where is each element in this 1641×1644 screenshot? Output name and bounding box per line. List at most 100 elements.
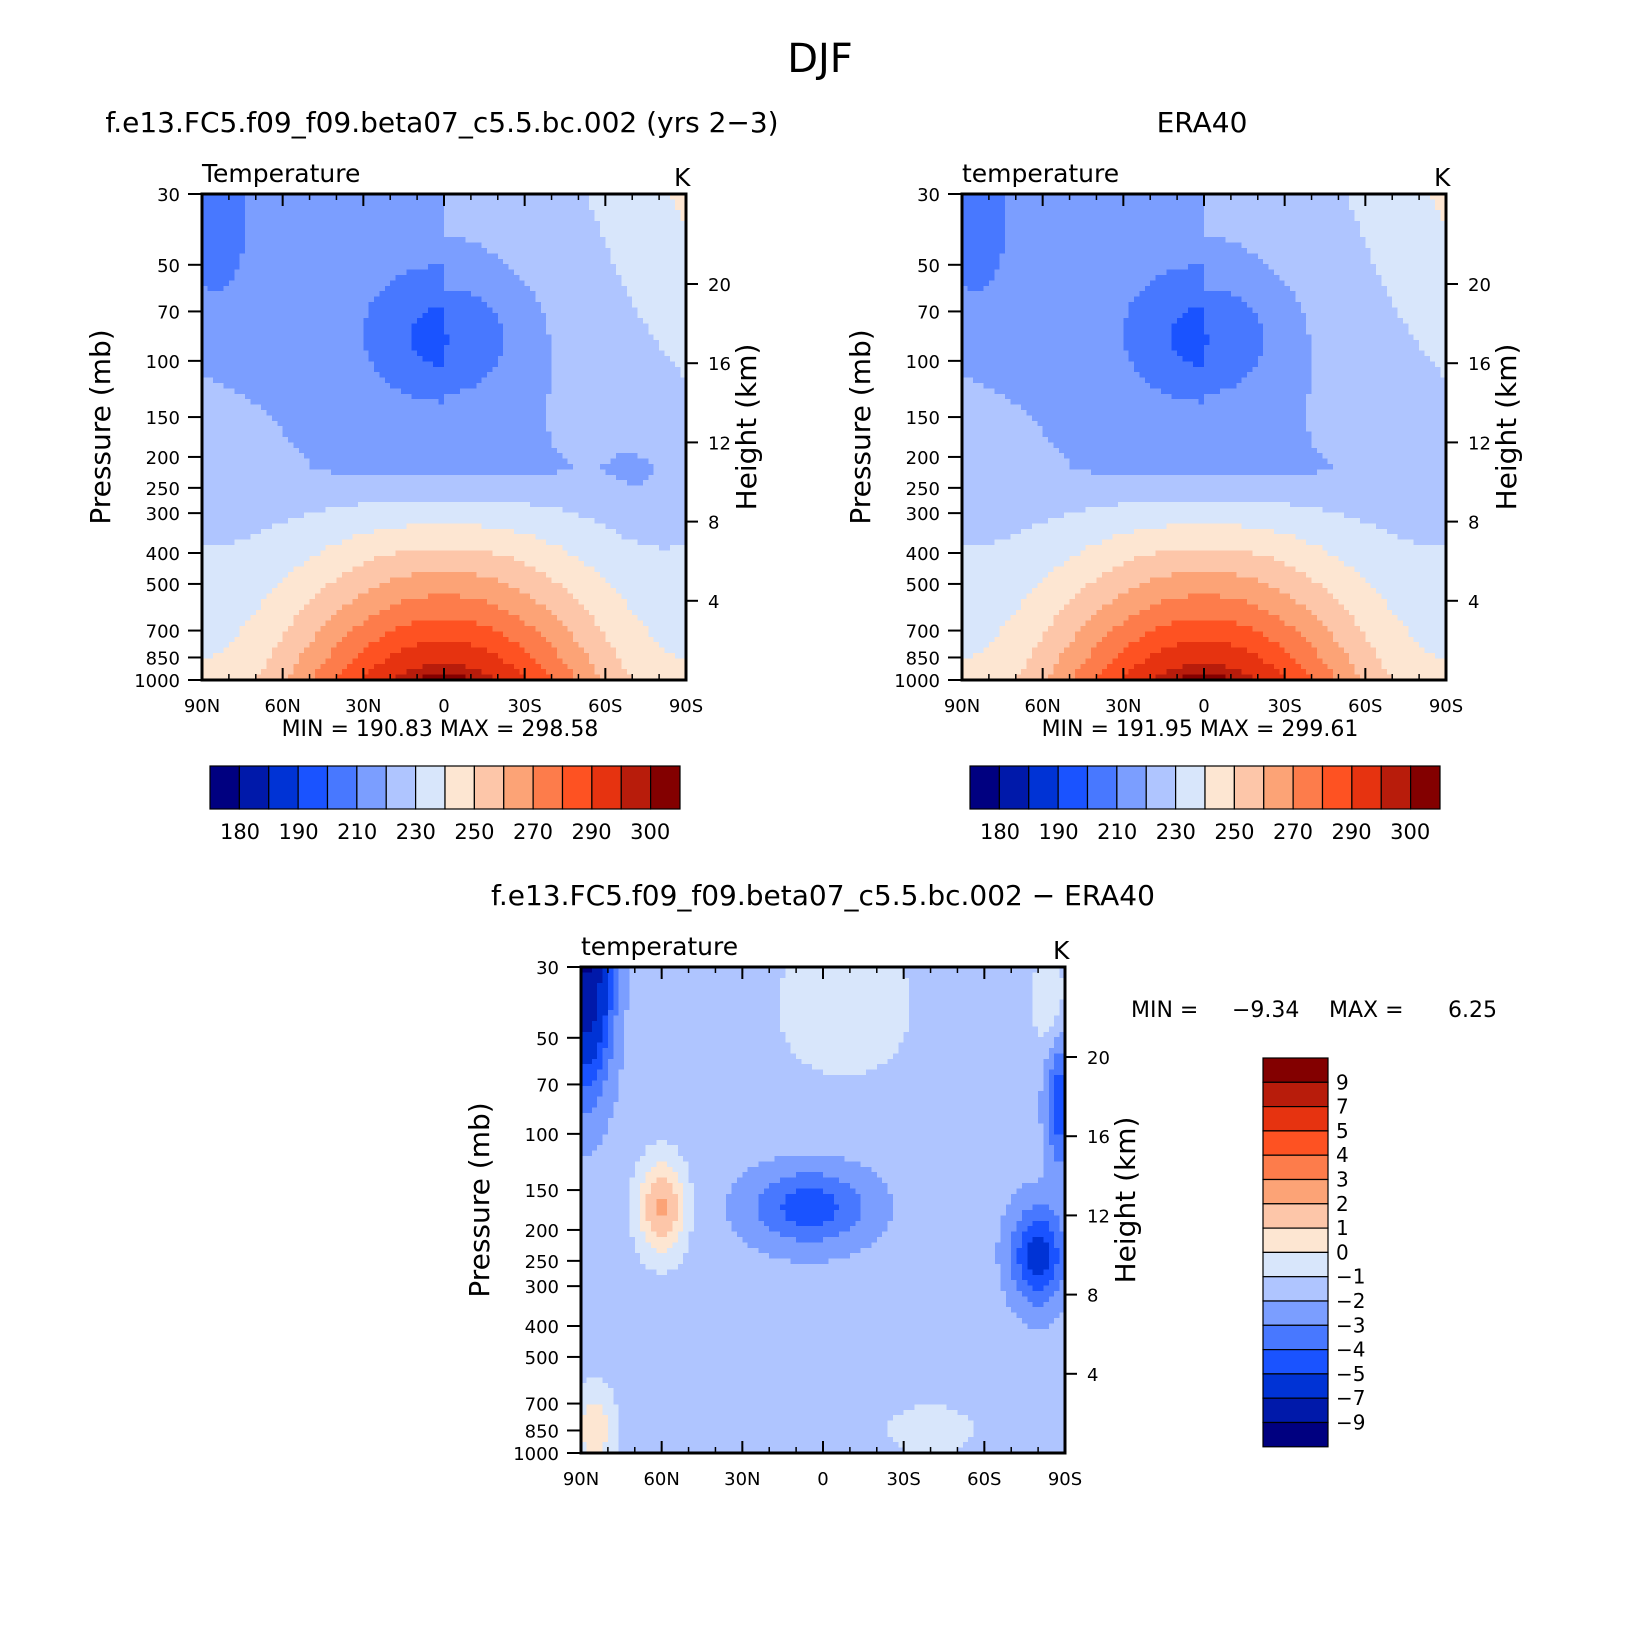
field-cell [352, 285, 359, 292]
field-cell [314, 431, 321, 438]
field-cell [228, 464, 235, 470]
field-cell [562, 264, 569, 271]
field-cell [347, 339, 354, 346]
field-cell [605, 280, 612, 287]
field-cell [411, 410, 418, 416]
field-cell [427, 388, 434, 395]
field-cell [374, 491, 381, 497]
field-cell [626, 296, 633, 303]
field-cell [207, 285, 214, 292]
field-cell [675, 204, 682, 211]
field-cell [669, 388, 676, 395]
field-cell [589, 356, 596, 362]
field-cell [390, 437, 397, 443]
field-cell [648, 366, 655, 373]
field-cell [438, 491, 445, 497]
field-cell [309, 350, 316, 357]
field-cell [212, 464, 219, 470]
field-cell [277, 420, 284, 427]
field-cell [427, 350, 434, 357]
field-cell [637, 285, 644, 292]
field-cell [556, 485, 563, 492]
field-cell [277, 248, 284, 254]
field-cell [642, 258, 649, 265]
field-cell [314, 383, 321, 389]
field-cell [433, 318, 440, 325]
field-cell [234, 323, 241, 330]
field-cell [271, 210, 278, 217]
field-cell [427, 415, 434, 422]
field-cell [202, 388, 208, 395]
field-cell [255, 339, 262, 346]
field-cell [524, 388, 531, 395]
field-cell [680, 426, 687, 433]
field-cell [583, 480, 590, 487]
field-cell [632, 469, 639, 476]
field-cell [357, 442, 364, 449]
field-cell [255, 361, 262, 368]
field-cell [562, 302, 569, 308]
field-cell [352, 237, 359, 244]
field-cell [390, 210, 397, 217]
field-cell [352, 404, 359, 411]
field-cell [207, 237, 214, 244]
field-cell [648, 464, 655, 470]
field-cell [589, 199, 596, 206]
field-cell [594, 199, 601, 206]
field-cell [374, 221, 381, 227]
field-cell [599, 329, 606, 335]
field-cell [406, 437, 413, 443]
field-cell [277, 318, 284, 325]
field-cell [637, 231, 644, 238]
field-cell [202, 285, 208, 292]
field-cell [379, 485, 386, 492]
field-cell [411, 453, 418, 460]
field-cell [341, 334, 348, 341]
field-cell [406, 426, 413, 433]
field-cell [390, 307, 397, 314]
field-cell [202, 464, 208, 470]
field-cell [266, 329, 273, 335]
field-cell [363, 312, 370, 319]
field-cell [374, 356, 381, 362]
field-cell [556, 329, 563, 335]
field-cell [239, 248, 246, 254]
field-cell [261, 226, 268, 233]
field-cell [368, 453, 375, 460]
field-cell [567, 453, 574, 460]
field-cell [427, 329, 434, 335]
field-cell [562, 453, 569, 460]
field-cell [476, 269, 483, 276]
field-cell [218, 226, 225, 233]
field-cell [503, 339, 510, 346]
field-cell [255, 231, 262, 238]
field-cell [470, 453, 477, 460]
field-cell [637, 323, 644, 330]
field-cell [589, 215, 596, 222]
field-cell [454, 242, 461, 249]
field-cell [379, 231, 386, 238]
field-cell [648, 383, 655, 389]
field-cell [675, 253, 682, 260]
field-cell [578, 345, 585, 352]
field-cell [535, 296, 542, 303]
field-cell [449, 485, 456, 492]
field-cell [460, 204, 467, 211]
field-cell [304, 491, 311, 497]
field-cell [379, 248, 386, 254]
field-cell [535, 302, 542, 308]
field-cell [218, 231, 225, 238]
field-cell [503, 356, 510, 362]
field-cell [266, 312, 273, 319]
field-cell [610, 410, 617, 416]
field-cell [325, 350, 332, 357]
field-cell [288, 269, 295, 276]
field-cell [642, 296, 649, 303]
field-cell [476, 404, 483, 411]
field-cell [497, 474, 504, 481]
field-cell [481, 485, 488, 492]
field-cell [551, 231, 558, 238]
field-cell [583, 356, 590, 362]
field-cell [357, 194, 364, 200]
field-cell [530, 242, 537, 249]
